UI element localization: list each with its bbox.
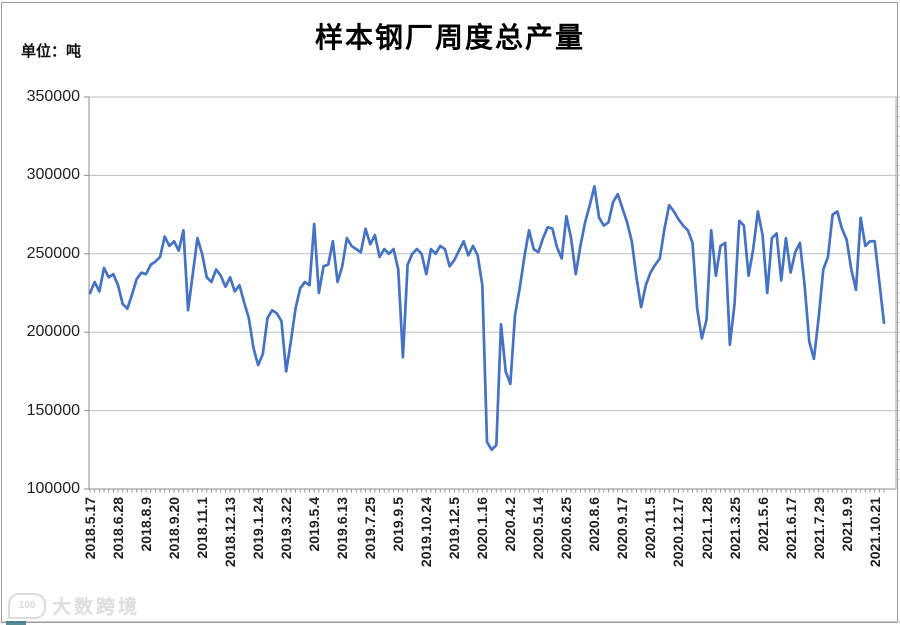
y-tick-label: 250000 <box>26 244 80 262</box>
x-tick-label: 2018.12.13 <box>222 497 239 568</box>
x-tick-label: 2020.4.2 <box>502 497 519 552</box>
chart-title: 样本钢厂周度总产量 <box>314 21 585 54</box>
x-tick-label: 2021.9.9 <box>838 497 855 552</box>
bottom-rule <box>0 621 900 622</box>
x-tick-label: 2019.7.25 <box>362 497 379 560</box>
unit-label: 单位：吨 <box>21 42 82 60</box>
x-tick-label: 2021.7.29 <box>810 497 827 560</box>
x-tick-label: 2019.5.4 <box>306 497 323 552</box>
production-line-series <box>88 185 886 452</box>
x-tick-label: 2020.8.6 <box>586 497 603 552</box>
x-tick-label: 2020.9.17 <box>614 497 631 560</box>
x-tick-label: 2018.8.9 <box>138 497 155 552</box>
x-tick-label: 2021.6.17 <box>782 497 799 560</box>
x-tick-label: 2021.5.6 <box>754 497 771 552</box>
x-tick-label: 2021.10.21 <box>866 497 883 568</box>
x-tick-label: 2020.6.25 <box>558 497 575 560</box>
y-tick-label: 300000 <box>26 166 80 184</box>
x-tick-label: 2021.1.28 <box>698 497 715 560</box>
watermark: 100 大数跨境 <box>8 592 140 619</box>
x-tick-label: 2021.3.25 <box>726 497 743 560</box>
bottom-edge-artifact <box>6 621 26 625</box>
x-minor-ticks <box>89 489 885 493</box>
x-tick-label: 2018.9.20 <box>166 497 183 560</box>
right-minor-ticks <box>896 96 900 480</box>
x-tick-label: 2018.11.1 <box>194 497 211 559</box>
x-tick-label: 2019.6.13 <box>334 497 351 560</box>
y-tick-label: 150000 <box>26 401 80 419</box>
x-tick-label: 2020.12.17 <box>670 497 687 568</box>
x-tick-label: 2019.10.24 <box>418 497 435 568</box>
x-tick-label: 2018.5.17 <box>82 497 98 560</box>
y-tick-label: 350000 <box>26 88 80 105</box>
x-tick-label: 2019.9.5 <box>390 497 407 552</box>
y-tick-label: 100000 <box>26 480 80 497</box>
x-tick-label: 2020.5.14 <box>530 497 547 560</box>
watermark-text: 大数跨境 <box>52 597 141 618</box>
y-tick-label: 200000 <box>26 323 80 341</box>
x-tick-label: 2019.3.22 <box>278 497 295 560</box>
watermark-logo-icon: 100 <box>8 592 46 619</box>
x-tick-label: 2020.11.5 <box>642 497 659 559</box>
x-tick-label: 2020.1.16 <box>474 497 491 560</box>
x-tick-label: 2019.1.24 <box>250 497 267 560</box>
x-tick-label: 2019.12.5 <box>446 497 463 560</box>
x-tick-label: 2018.6.28 <box>110 497 127 560</box>
